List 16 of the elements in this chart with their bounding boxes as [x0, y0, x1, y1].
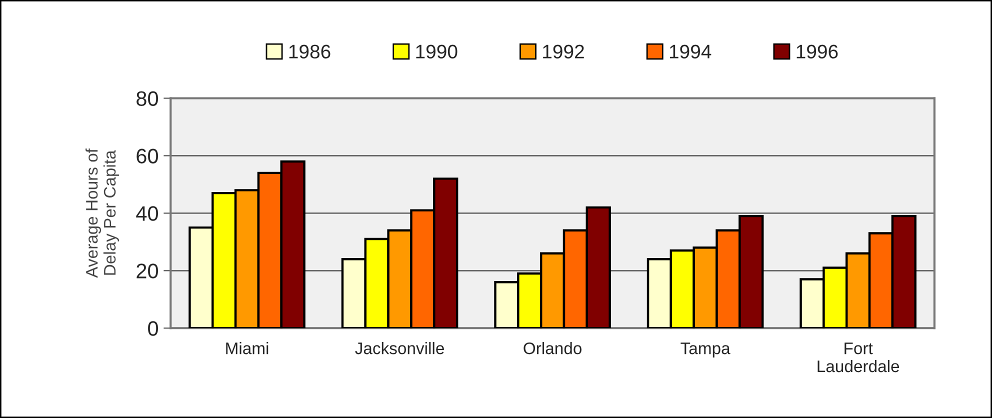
y-tick-label: 0	[148, 321, 158, 336]
legend-label: 1996	[796, 44, 838, 58]
y-tick-label: 40	[136, 206, 158, 221]
x-tick-label: Orlando	[524, 342, 582, 354]
y-tick-label: 60	[136, 148, 158, 164]
x-tick-label: Tampa	[680, 342, 730, 358]
y-tick-label: 80	[136, 91, 158, 106]
legend-label: 1990	[416, 44, 458, 58]
y-axis-title: Average Hours of Delay Per Capita	[86, 148, 119, 278]
y-tick-label: 20	[136, 264, 158, 278]
legend-label: 1992	[543, 44, 584, 58]
legend-label: 1986	[289, 44, 330, 58]
x-tick-label: Miami	[226, 342, 268, 354]
x-tick-label: Jacksonville	[355, 342, 444, 354]
legend-label: 1994	[670, 44, 712, 58]
x-tick-label: Fort Lauderdale	[818, 342, 900, 372]
